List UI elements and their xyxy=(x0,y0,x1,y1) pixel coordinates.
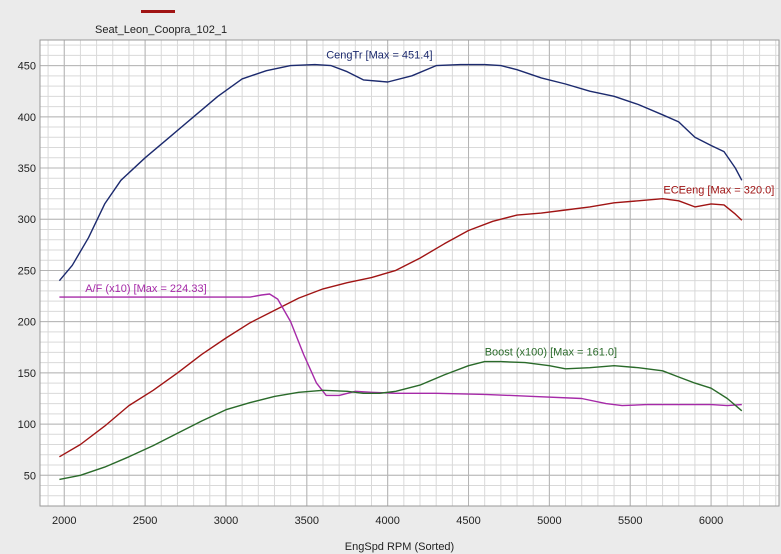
series-line-boost xyxy=(59,360,743,481)
x-axis-title: EngSpd RPM (Sorted) xyxy=(345,541,454,553)
x-tick-label: 4500 xyxy=(456,515,480,527)
series-layer xyxy=(58,63,743,481)
annotation-a-f: A/F (x10) [Max = 224.33] xyxy=(85,283,206,295)
major-grid xyxy=(40,40,779,506)
y-tick-label: 450 xyxy=(18,61,36,73)
x-tick-label: 2000 xyxy=(52,515,76,527)
annotation-eceeng: ECEeng [Max = 320.0] xyxy=(663,185,774,197)
plot-border xyxy=(39,39,780,507)
legend-swatch xyxy=(141,10,175,13)
series-line-eceeng xyxy=(59,197,743,458)
plot-area xyxy=(40,40,779,506)
x-tick-label: 3500 xyxy=(295,515,319,527)
x-tick-label: 2500 xyxy=(133,515,157,527)
x-tick-label: 5500 xyxy=(618,515,642,527)
x-tick-label: 5000 xyxy=(537,515,561,527)
annotation-cengtr: CengTr [Max = 451.4] xyxy=(326,50,432,62)
y-tick-label: 150 xyxy=(18,368,36,380)
y-tick-label: 250 xyxy=(18,265,36,277)
legend-label: Seat_Leon_Coopra_102_1 xyxy=(95,24,228,36)
y-tick-label: 200 xyxy=(18,317,36,329)
series-line-a-f xyxy=(59,293,742,407)
series-line-cengtr xyxy=(58,63,743,282)
tick-labels: 50 100 150 200 250 300 350 400 450 2000 2500 3000 35… xyxy=(18,61,724,527)
y-tick-label: 100 xyxy=(18,419,36,431)
series-annotations: CengTr [Max = 451.4] ECEeng [Max = 320.0]… xyxy=(85,50,774,359)
x-tick-label: 4000 xyxy=(375,515,399,527)
x-tick-label: 6000 xyxy=(699,515,723,527)
y-tick-label: 50 xyxy=(24,470,36,482)
y-tick-label: 300 xyxy=(18,214,36,226)
annotation-boost: Boost (x100) [Max = 161.0] xyxy=(485,347,617,359)
y-tick-label: 400 xyxy=(18,112,36,124)
x-tick-label: 3000 xyxy=(214,515,238,527)
y-tick-label: 350 xyxy=(18,163,36,175)
